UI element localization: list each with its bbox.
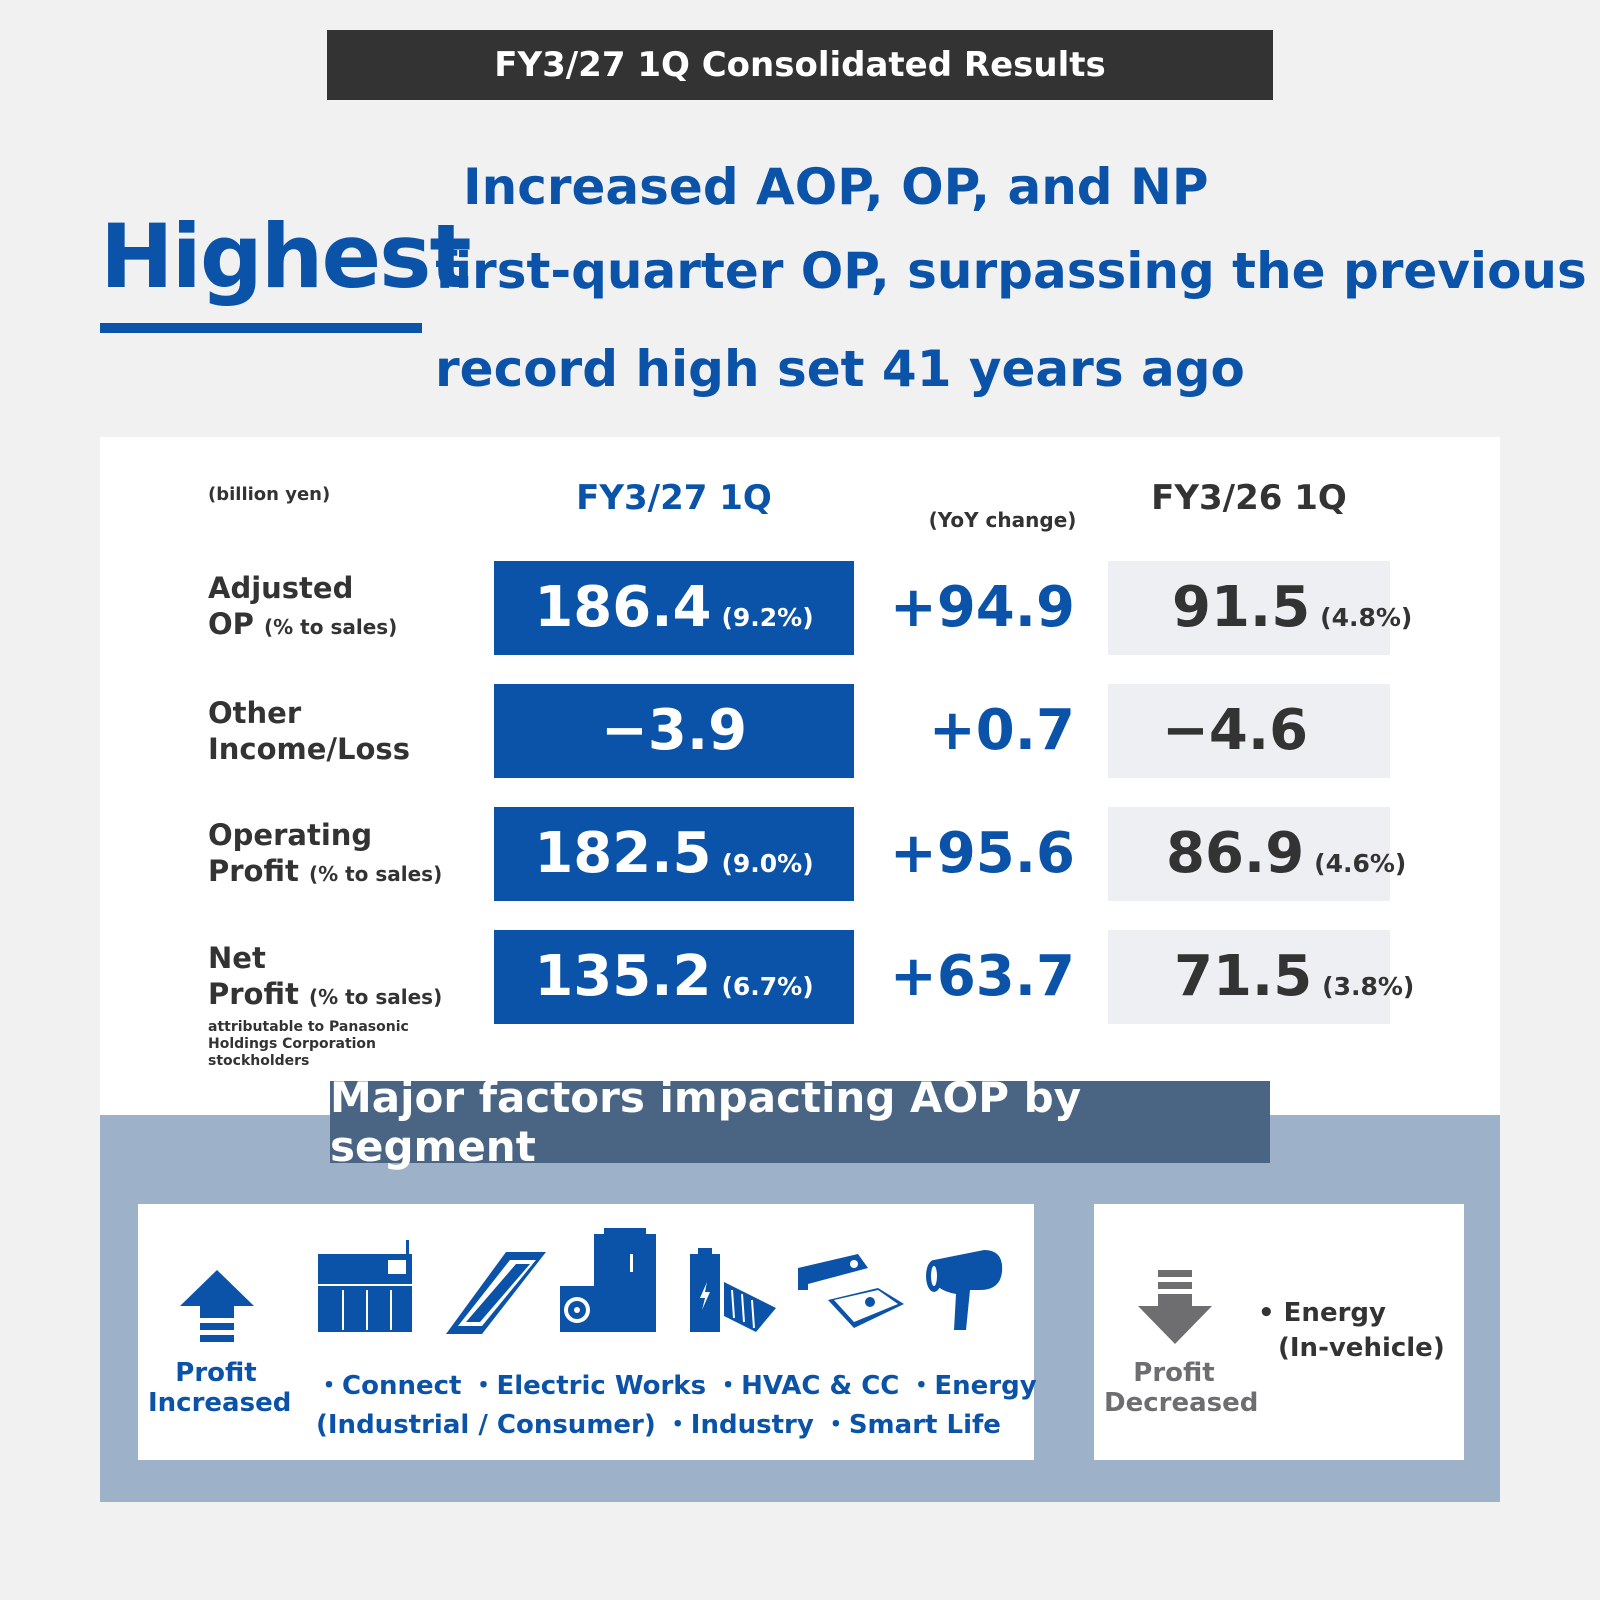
row-label-other-income: Other Income/Loss	[208, 695, 410, 767]
column-header-current: FY3/27 1Q	[576, 478, 772, 518]
prior-pct: (4.8%)	[1320, 603, 1413, 632]
prior-pct: (3.8%)	[1322, 972, 1415, 1001]
row-label-line-a: Operating	[208, 818, 373, 852]
label-line-b: Decreased	[1104, 1388, 1259, 1418]
prior-value-box: 91.5 (4.8%)	[1108, 561, 1412, 655]
prior-pct: (4.6%)	[1314, 849, 1407, 878]
yoy-change: +94.9	[889, 575, 1075, 640]
heat-pump-icon	[560, 1228, 656, 1332]
current-pct: (6.7%)	[721, 972, 814, 1001]
row-label-line-b: Income/Loss	[208, 732, 410, 766]
current-pct: (9.0%)	[721, 849, 814, 878]
label-line-a: Profit	[1133, 1358, 1215, 1388]
light-fixture-icon	[446, 1252, 546, 1334]
prior-value: 71.5	[1174, 944, 1313, 1009]
row-label-line-a: Adjusted	[208, 571, 354, 605]
headline-line-1: Increased AOP, OP, and NP	[463, 158, 1209, 216]
label-line-a: Profit	[175, 1358, 257, 1388]
yoy-change: +63.7	[889, 944, 1075, 1009]
prior-value-box: −4.6	[1108, 684, 1390, 778]
current-value-box: 135.2 (6.7%)	[494, 930, 854, 1024]
row-label-small: (% to sales)	[264, 615, 398, 639]
prior-value: 91.5	[1172, 575, 1311, 640]
row-label-line-a: Other	[208, 696, 302, 730]
row-label-line-a: Net	[208, 941, 266, 975]
decreased-segment-line-1: • Energy	[1258, 1298, 1386, 1328]
current-value-box: 182.5 (9.0%)	[494, 807, 854, 901]
current-pct: (9.2%)	[721, 603, 814, 632]
title-banner: FY3/27 1Q Consolidated Results	[327, 30, 1273, 100]
current-value: 186.4	[534, 575, 712, 640]
factors-title: Major factors impacting AOP by segment	[330, 1073, 1270, 1171]
row-label-line-b: Profit	[208, 977, 299, 1011]
prior-value-box: 71.5 (3.8%)	[1108, 930, 1414, 1024]
machine-icon	[318, 1240, 412, 1332]
row-label-operating-profit: Operating Profit (% to sales)	[208, 817, 442, 892]
prior-value: −4.6	[1162, 698, 1309, 763]
down-arrow-icon	[1138, 1270, 1212, 1344]
yoy-change: +95.6	[889, 821, 1075, 886]
current-value: 182.5	[534, 821, 712, 886]
headline-line-3: record high set 41 years ago	[435, 340, 1245, 398]
row-label-adjusted-op: Adjusted OP (% to sales)	[208, 570, 397, 645]
segment-list-line-2: (Industrial / Consumer) ・Industry ・Smart…	[316, 1410, 1001, 1440]
current-value-box: −3.9	[494, 684, 854, 778]
up-arrow-icon	[180, 1270, 254, 1342]
row-label-line-b: OP	[208, 607, 254, 641]
row-label-net-profit: Net Profit (% to sales) attributable to …	[208, 940, 468, 1070]
yoy-change: +0.7	[928, 698, 1075, 763]
hair-dryer-icon	[926, 1250, 1003, 1330]
profit-increased-card	[138, 1204, 1034, 1460]
row-label-small: (% to sales)	[308, 862, 443, 886]
current-value: 135.2	[534, 944, 712, 1009]
prior-value: 86.9	[1166, 821, 1305, 886]
headline-line-2: first-quarter OP, surpassing the previou…	[435, 242, 1587, 300]
row-label-small: (% to sales)	[308, 985, 443, 1009]
profit-increased-label: Profit Increased	[148, 1358, 291, 1418]
profit-decreased-label: Profit Decreased	[1104, 1358, 1258, 1418]
profit-decreased-card	[1094, 1204, 1464, 1460]
label-line-b: Increased	[148, 1388, 292, 1418]
segment-list-line-1: ・Connect ・Electric Works ・HVAC & CC ・Ene…	[316, 1371, 1037, 1401]
unit-label: (billion yen)	[208, 484, 331, 505]
battery-icon	[690, 1248, 776, 1332]
current-value: −3.9	[600, 698, 748, 763]
prior-value-box: 86.9 (4.6%)	[1108, 807, 1406, 901]
row-label-note: attributable to Panasonic Holdings Corpo…	[208, 1019, 409, 1069]
headline-underline	[100, 323, 422, 333]
column-header-prior: FY3/26 1Q	[1151, 478, 1347, 518]
decreased-segment-line-2: (In-vehicle)	[1278, 1333, 1445, 1363]
column-header-yoy: (YoY change)	[928, 508, 1077, 532]
headline-highest: Highest	[100, 205, 472, 308]
current-value-box: 186.4 (9.2%)	[494, 561, 854, 655]
row-label-line-b: Profit	[208, 854, 299, 888]
battery-pack-icon	[798, 1254, 904, 1328]
